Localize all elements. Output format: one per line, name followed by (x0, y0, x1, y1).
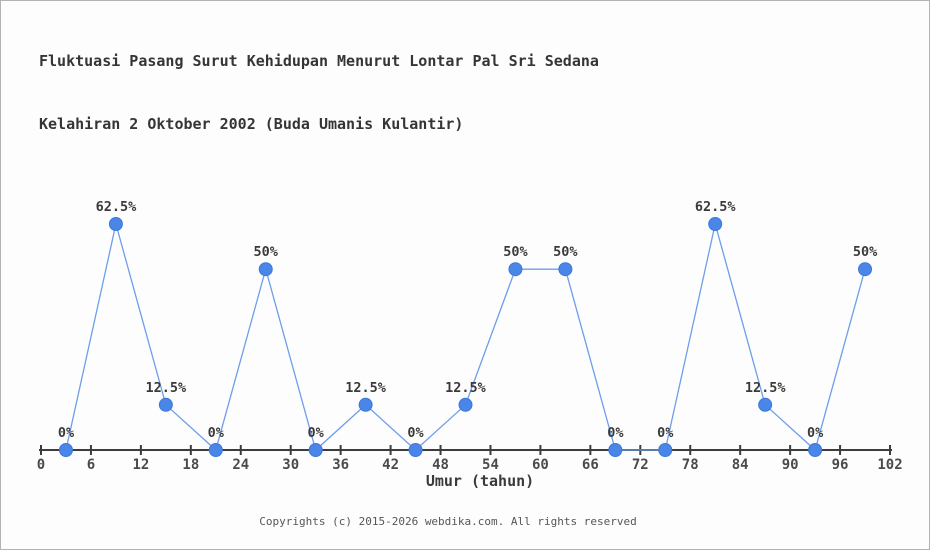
x-axis-tick-label: 66 (582, 457, 599, 473)
data-point-label: 50% (553, 244, 578, 260)
copyright-text: Copyrights (c) 2015-2026 webdika.com. Al… (259, 515, 637, 528)
data-point-label: 12.5% (445, 380, 487, 396)
x-axis-tick-label: 24 (232, 457, 249, 473)
data-point (508, 262, 523, 277)
data-point-label: 50% (853, 244, 878, 260)
data-point-label: 0% (607, 425, 624, 441)
x-axis-tick-label: 102 (877, 457, 902, 473)
data-point-label: 62.5% (695, 199, 737, 215)
data-point (108, 217, 123, 231)
x-axis-tick-label: 60 (532, 457, 549, 473)
data-point (808, 443, 823, 457)
data-point-label: 12.5% (745, 380, 787, 396)
data-point (708, 217, 723, 231)
data-point (208, 443, 223, 457)
x-axis-tick-label: 72 (632, 457, 649, 473)
data-point-label: 0% (407, 425, 424, 441)
chart-title: Fluktuasi Pasang Surut Kehidupan Menurut… (39, 52, 599, 70)
data-point (258, 262, 273, 277)
data-point-label: 12.5% (146, 380, 188, 396)
data-point-label: 0% (58, 425, 75, 441)
data-point-label: 0% (807, 425, 824, 441)
data-point-label: 50% (254, 244, 279, 260)
data-point-label: 0% (657, 425, 674, 441)
x-axis-tick-label: 6 (87, 457, 95, 473)
series-line (65, 223, 866, 452)
x-axis-tick-label: 78 (682, 457, 699, 473)
data-point (358, 397, 373, 412)
chart-subtitle: Kelahiran 2 Oktober 2002 (Buda Umanis Ku… (39, 115, 464, 133)
data-point-label: 50% (503, 244, 528, 260)
x-axis-tick-label: 48 (432, 457, 449, 473)
x-axis-label: Umur (tahun) (425, 472, 535, 490)
data-point (58, 443, 73, 457)
data-point-label: 0% (308, 425, 325, 441)
x-axis-tick-label: 84 (732, 457, 749, 473)
data-point (608, 443, 623, 457)
x-axis-tick-label: 96 (832, 457, 849, 473)
data-point-label: 0% (208, 425, 225, 441)
data-point (558, 262, 573, 277)
chart-title-block: Fluktuasi Pasang Surut Kehidupan Menurut… (39, 9, 599, 156)
x-axis-tick-label: 90 (782, 457, 799, 473)
data-point-label: 62.5% (96, 199, 138, 215)
data-point (158, 397, 173, 412)
data-point-label: 12.5% (345, 380, 387, 396)
x-axis-tick-label: 42 (382, 457, 399, 473)
x-axis-tick-label: 30 (282, 457, 299, 473)
x-axis-tick-label: 12 (132, 457, 149, 473)
x-axis-tick-label: 54 (482, 457, 499, 473)
data-point (658, 443, 673, 457)
data-point (758, 397, 773, 412)
data-point (858, 262, 873, 277)
x-axis-tick-label: 18 (182, 457, 199, 473)
data-point (308, 443, 323, 457)
x-axis-tick-label: 36 (332, 457, 349, 473)
x-axis-tick-label: 0 (37, 457, 45, 473)
data-point (408, 443, 423, 457)
data-point (458, 397, 473, 412)
